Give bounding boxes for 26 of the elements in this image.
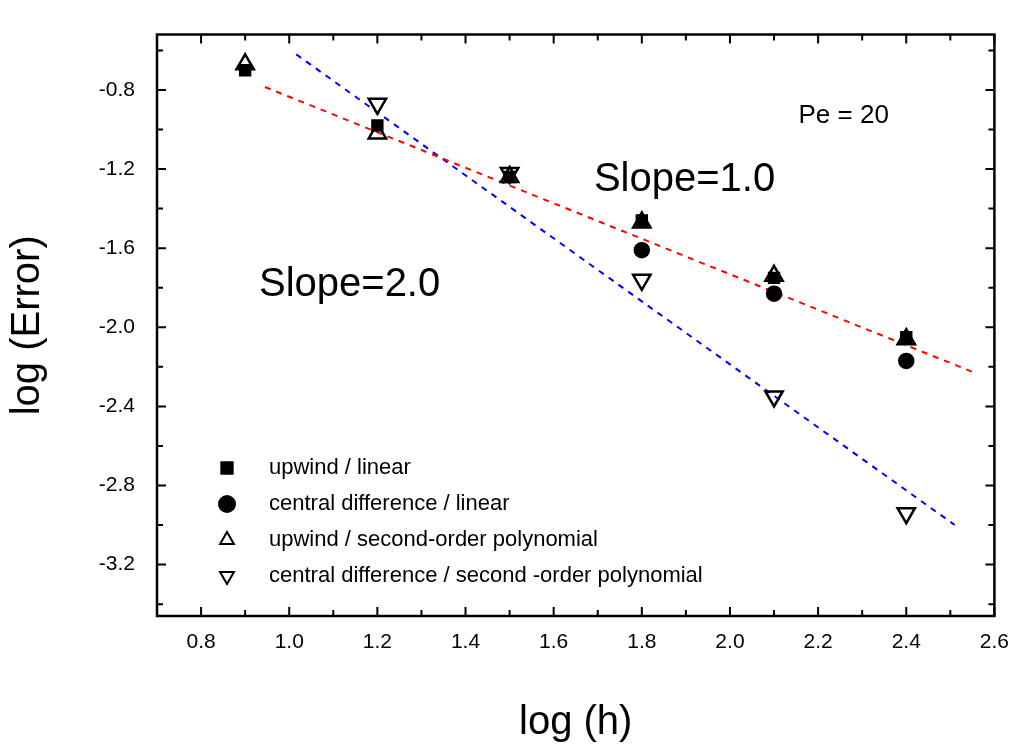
y-tick-label: -2.8: [98, 472, 135, 496]
y-tick-label: -1.6: [98, 234, 135, 258]
y-tick-label: -2.0: [98, 314, 135, 338]
x-axis-title: log (h): [519, 698, 633, 743]
x-tick-label: 1.2: [362, 629, 392, 653]
x-tick-label: 1.4: [450, 629, 481, 653]
x-tick-label: 2.4: [891, 629, 922, 653]
annotation: Pe = 20: [798, 99, 889, 130]
x-tick-label: 1.6: [539, 629, 569, 653]
y-tick-label: -1.2: [98, 155, 135, 179]
x-tick-label: 1.8: [627, 629, 657, 653]
annotation: Slope=2.0: [258, 259, 441, 304]
legend-label: upwind / second-order polynomial: [269, 526, 598, 552]
legend-label: central difference / linear: [269, 490, 510, 516]
x-tick-label: 0.8: [186, 629, 216, 653]
x-tick-label: 2.6: [979, 629, 1010, 653]
y-axis-title: log (Error): [3, 235, 48, 416]
legend-label: central difference / second -order polynomial: [269, 562, 703, 588]
y-tick-label: -3.2: [98, 551, 135, 575]
x-tick-label: 2.2: [803, 629, 833, 653]
x-tick-label: 1.0: [274, 629, 304, 653]
y-tick-label: -2.4: [98, 393, 136, 417]
x-tick-label: 2.0: [715, 629, 745, 653]
legend-label: upwind / linear: [269, 454, 411, 480]
annotation: Slope=1.0: [593, 154, 776, 199]
y-tick-label: -0.8: [98, 76, 135, 100]
